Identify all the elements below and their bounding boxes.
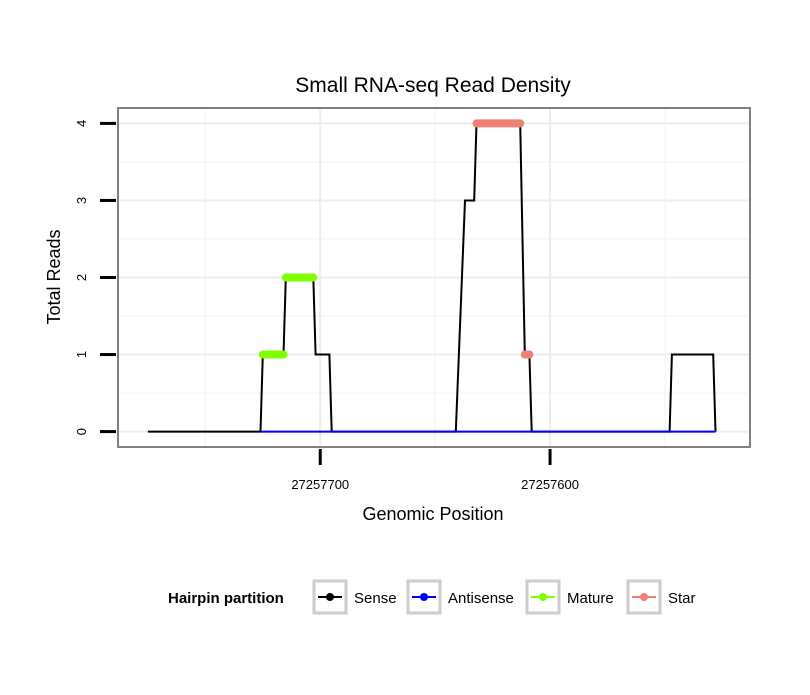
y-tick-label: 4 [74,120,89,127]
legend-point-sense [326,593,334,601]
y-tick-label: 3 [74,197,89,204]
legend-point-antisense [420,593,428,601]
legend-label-star: Star [668,590,696,607]
x-tick-label: 27257600 [521,477,579,492]
legend: Sense Antisense Mature Star [312,579,696,615]
legend-label-antisense: Antisense [448,590,514,607]
x-tick-label: 27257700 [291,477,349,492]
plot-panel-border [117,107,751,448]
x-axis-title: Genomic Position [362,504,503,524]
grid-lines [118,108,750,447]
axes: 0 1 2 3 4 27257700 27257600 [74,120,579,492]
legend-title: Hairpin partition [168,590,284,607]
y-tick-label: 2 [74,274,89,281]
y-tick-label: 0 [74,428,89,435]
y-tick-label: 1 [74,351,89,358]
legend-label-sense: Sense [354,590,397,607]
legend-label-mature: Mature [567,590,614,607]
legend-point-mature [539,593,547,601]
y-axis-title: Total Reads [44,229,64,324]
data-series [147,119,717,433]
legend-point-star [640,593,648,601]
chart-title: Small RNA-seq Read Density [295,74,571,97]
